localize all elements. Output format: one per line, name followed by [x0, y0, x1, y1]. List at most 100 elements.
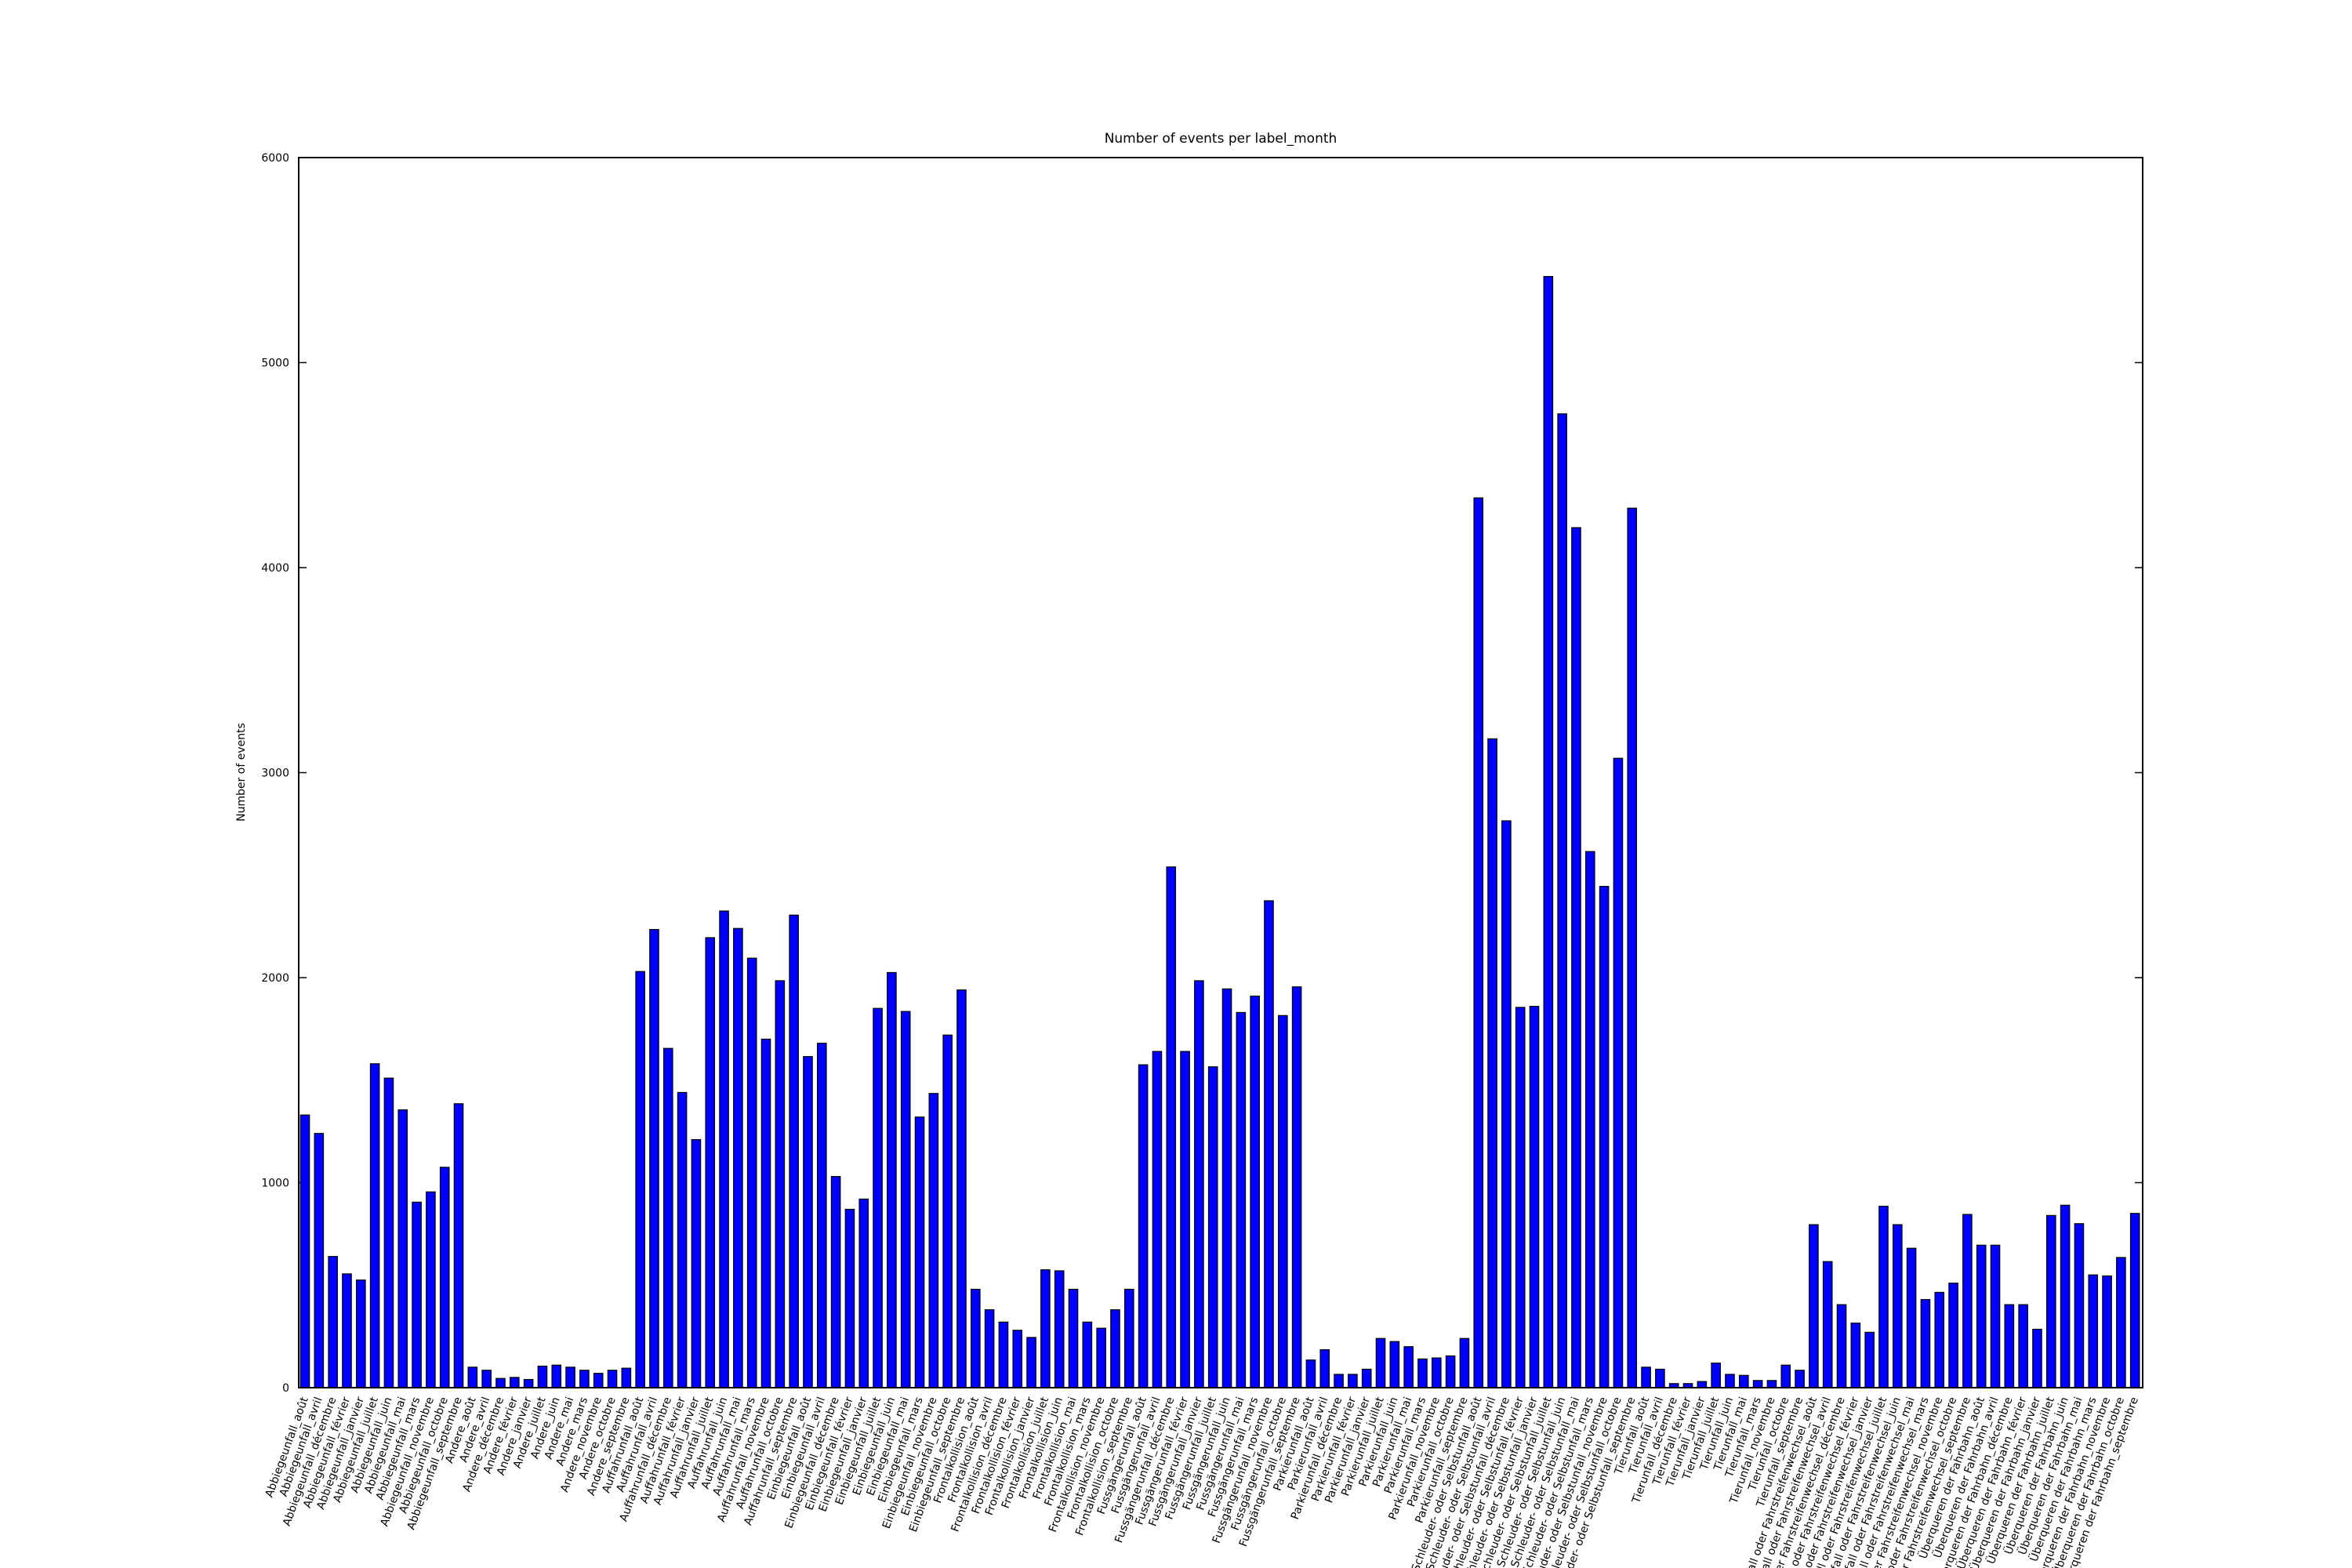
bar [733, 927, 743, 1388]
bar [1026, 1337, 1036, 1388]
bar [2116, 1257, 2126, 1388]
bar [662, 1047, 673, 1388]
bar [1473, 497, 1484, 1388]
bar [453, 1103, 464, 1388]
bar [1906, 1247, 1917, 1388]
bar [1641, 1367, 1651, 1388]
bar [481, 1370, 492, 1388]
bar [789, 914, 799, 1388]
bar [565, 1367, 575, 1388]
bar [2074, 1223, 2085, 1388]
bar [1976, 1244, 1987, 1388]
bar [1431, 1357, 1442, 1388]
bar [2032, 1328, 2042, 1388]
bar [1221, 988, 1232, 1388]
bar [1459, 1338, 1470, 1388]
bar [621, 1367, 632, 1388]
bar [1319, 1349, 1330, 1388]
bar [1543, 276, 1554, 1388]
bar [509, 1377, 520, 1388]
bar [1738, 1374, 1749, 1388]
bar [342, 1273, 352, 1388]
bar [523, 1378, 534, 1388]
bar [942, 1034, 953, 1388]
bar [1795, 1370, 1805, 1388]
bar [1725, 1374, 1735, 1388]
bar [1864, 1331, 1875, 1388]
y-tick-label: 4000 [261, 562, 289, 575]
bar [746, 957, 757, 1388]
bar [1655, 1368, 1665, 1388]
bar [887, 971, 897, 1388]
bar [1850, 1323, 1861, 1388]
bar [928, 1093, 939, 1388]
bar [426, 1191, 436, 1388]
plot-frame [298, 157, 2143, 1388]
bar [2004, 1304, 2015, 1388]
bar [775, 980, 786, 1388]
bar [998, 1321, 1009, 1388]
bar [1487, 738, 1497, 1388]
bar [467, 1367, 478, 1388]
bar [1361, 1368, 1372, 1388]
bar [1152, 1051, 1163, 1388]
bar [873, 1007, 883, 1388]
bar [1571, 527, 1581, 1388]
bar [1389, 1341, 1400, 1388]
bar [1501, 820, 1512, 1388]
bar [1082, 1321, 1093, 1388]
bar [1166, 866, 1177, 1388]
bar [970, 1288, 981, 1388]
bar [593, 1373, 604, 1388]
bar [719, 910, 729, 1388]
bar [858, 1198, 869, 1388]
bar [1557, 413, 1567, 1388]
bar [2129, 1213, 2140, 1388]
chart-title: Number of events per label_month [1105, 131, 1338, 147]
bar [1264, 900, 1274, 1388]
bar [1584, 851, 1595, 1388]
bar [956, 989, 967, 1388]
y-axis-label: Number of events [235, 723, 248, 822]
y-tick-label: 3000 [261, 768, 289, 780]
bar [1250, 995, 1260, 1388]
bar [1305, 1359, 1316, 1388]
bar [1627, 507, 1638, 1388]
bar [635, 971, 645, 1388]
bar [1194, 980, 1204, 1388]
bar [1822, 1261, 1833, 1388]
y-tick-label: 0 [282, 1382, 289, 1395]
bar [1920, 1298, 1931, 1388]
bar [1417, 1358, 1428, 1388]
bar [691, 1138, 702, 1388]
bar [412, 1201, 422, 1388]
bar [1334, 1374, 1344, 1388]
y-tick-label: 5000 [261, 358, 289, 370]
bar [355, 1279, 366, 1388]
bar [1054, 1270, 1065, 1388]
bar [1123, 1288, 1134, 1388]
bar [1529, 1006, 1540, 1388]
bar [495, 1377, 506, 1388]
bar [2088, 1274, 2099, 1388]
bar [1766, 1380, 1777, 1388]
bar [1780, 1364, 1791, 1388]
bar [2060, 1204, 2071, 1388]
bar [299, 1114, 310, 1388]
bar [369, 1063, 380, 1388]
bar [607, 1370, 618, 1388]
bar [1934, 1291, 1945, 1388]
bar [551, 1364, 562, 1388]
bar [579, 1370, 590, 1388]
bar [1697, 1381, 1708, 1388]
bar [1445, 1355, 1456, 1388]
bar [383, 1077, 394, 1388]
bar [1752, 1380, 1763, 1388]
bar [1180, 1051, 1190, 1388]
bar [537, 1365, 548, 1388]
bar [1348, 1374, 1358, 1388]
bar [1711, 1363, 1721, 1388]
bar [803, 1056, 813, 1388]
bar [2018, 1304, 2028, 1388]
